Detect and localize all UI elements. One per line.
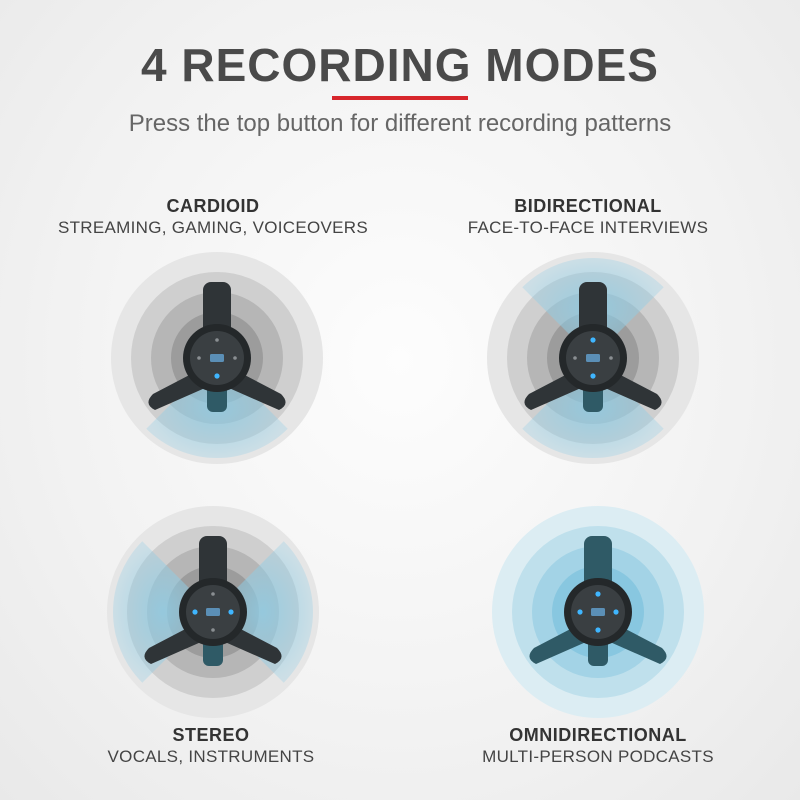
pattern-led [573,356,577,360]
page-title: 4 RECORDING MODES [141,39,659,91]
brand-badge [210,354,224,362]
microphone-pattern-svg [487,252,699,464]
mode-name: BIDIRECTIONAL [514,196,662,216]
brand-badge [586,354,600,362]
microphone-pattern-svg [107,506,319,718]
brand-badge [591,608,605,616]
mode-description: FACE-TO-FACE INTERVIEWS [467,218,709,237]
pattern-led [211,628,215,632]
pattern-led [595,591,601,597]
tripod-leg [605,370,662,410]
pattern-led [197,356,201,360]
title-underline [332,96,468,100]
mic-illustration-cardioid [107,248,327,468]
mic-illustration-omnidirectional [488,502,708,722]
tripod-leg [148,370,205,410]
mode-label-cardioid: CARDIOID STREAMING, GAMING, VOICEOVERS [13,196,413,238]
tripod-leg [225,624,282,664]
pattern-led [228,609,234,615]
pickup-lobe [213,541,313,683]
brand-badge [206,608,220,616]
pattern-led [595,627,601,633]
page-subtitle: Press the top button for different recor… [128,110,672,137]
mode-label-stereo: STEREO VOCALS, INSTRUMENTS [11,725,411,767]
pattern-led [215,338,219,342]
tripod-leg [529,624,586,664]
pattern-led [233,356,237,360]
pattern-led [577,609,583,615]
mode-label-bidirectional: BIDIRECTIONAL FACE-TO-FACE INTERVIEWS [388,196,788,238]
pattern-led [214,373,220,379]
pattern-led [590,337,596,343]
mode-label-omnidirectional: OMNIDIRECTIONAL MULTI-PERSON PODCASTS [398,725,798,767]
tripod-leg [610,624,667,664]
microphone-pattern-svg [492,506,704,718]
mode-description: VOCALS, INSTRUMENTS [107,747,315,766]
pattern-led [211,592,215,596]
pickup-lobe [113,541,213,683]
mic-illustration-stereo [103,502,323,722]
pattern-led [590,373,596,379]
tripod-leg [229,370,286,410]
pattern-led [613,609,619,615]
pattern-led [192,609,198,615]
mode-name: CARDIOID [166,196,260,216]
mode-description: MULTI-PERSON PODCASTS [482,747,714,766]
mode-name: STEREO [172,725,250,745]
mode-name: OMNIDIRECTIONAL [509,725,687,745]
tripod-leg [524,370,581,410]
microphone-pattern-svg [111,252,323,464]
mic-illustration-bidirectional [483,248,703,468]
pattern-led [609,356,613,360]
tripod-leg [144,624,201,664]
mode-description: STREAMING, GAMING, VOICEOVERS [57,218,369,237]
